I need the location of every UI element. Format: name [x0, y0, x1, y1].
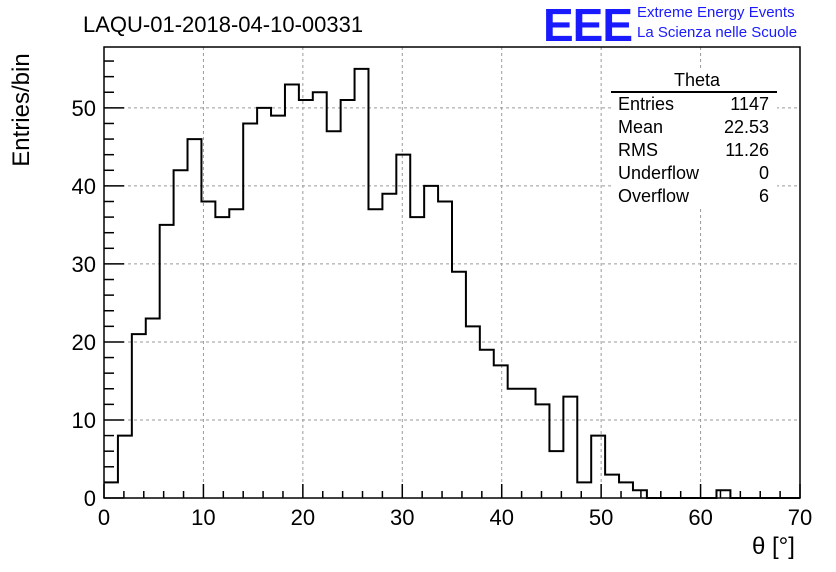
histogram-bin [215, 217, 229, 498]
eee-logo: EEE [543, 0, 633, 51]
histogram-bin [438, 201, 452, 498]
histogram-bin [341, 100, 355, 498]
histogram-bin [494, 365, 508, 498]
histogram-bin [549, 451, 563, 498]
stats-row-rms: RMS 11.26 [611, 139, 777, 162]
histogram-bin [563, 397, 577, 498]
logo-text-line2: La Scienza nelle Scuole [637, 24, 798, 41]
y-tick-label: 50 [72, 96, 96, 121]
x-axis-label: θ [°] [752, 533, 795, 560]
histogram-bin [188, 139, 202, 498]
histogram-bin [480, 350, 494, 498]
histogram-bin [174, 170, 188, 498]
stats-label: Underflow [618, 163, 700, 183]
stats-row-underflow: Underflow 0 [611, 162, 777, 185]
histogram-bin [368, 209, 382, 498]
histogram-bin [257, 108, 271, 498]
x-tick-label: 70 [788, 505, 812, 530]
y-tick-label: 10 [72, 408, 96, 433]
histogram-bin [452, 272, 466, 498]
histogram-bin [410, 217, 424, 498]
stats-box: Theta Entries 1147 Mean 22.53 RMS 11.26 … [611, 70, 777, 208]
histogram-bin [577, 482, 591, 498]
y-tick-label: 40 [72, 174, 96, 199]
histogram-bin [229, 209, 243, 498]
histogram-bin [591, 436, 605, 498]
stats-row-entries: Entries 1147 [611, 93, 777, 116]
x-tick-label: 40 [489, 505, 513, 530]
histogram-bin [104, 482, 118, 498]
histogram-bin [299, 100, 313, 498]
logo-text-line1: Extreme Energy Events [637, 4, 795, 21]
x-tick-label: 60 [688, 505, 712, 530]
plot-frame [103, 46, 801, 499]
histogram-bin [160, 225, 174, 498]
histogram-bin [201, 201, 215, 498]
chart-title: LAQU-01-2018-04-10-00331 [83, 12, 364, 37]
histogram-bin [619, 482, 633, 498]
histogram-bin [633, 490, 647, 498]
histogram-bin [396, 155, 410, 498]
histogram-bin [132, 334, 146, 498]
histogram-bin [271, 116, 285, 498]
y-tick-label: 0 [84, 486, 96, 511]
stats-value: 11.26 [725, 140, 769, 160]
histogram-bin [424, 186, 438, 498]
histogram-bin [522, 389, 536, 498]
y-tick-label: 30 [72, 252, 96, 277]
stats-row-overflow: Overflow 6 [611, 185, 777, 208]
histogram-bin [327, 131, 341, 498]
stats-label: Entries [618, 94, 675, 114]
stats-label: Overflow [618, 186, 690, 206]
y-tick-label: 20 [72, 330, 96, 355]
histogram-line [104, 67, 800, 499]
stats-value: 0 [758, 163, 769, 183]
stats-row-mean: Mean 22.53 [611, 116, 777, 139]
histogram-bin [605, 475, 619, 498]
stats-title: Theta [611, 70, 777, 93]
histogram-bin [146, 319, 160, 498]
x-tick-label: 10 [191, 505, 215, 530]
histogram-bin [536, 404, 550, 498]
histogram-bin [313, 92, 327, 498]
histogram-bin [508, 389, 522, 498]
stats-value: 1147 [730, 94, 769, 114]
stats-value: 22.53 [723, 117, 769, 137]
x-tick-label: 30 [390, 505, 414, 530]
histogram-bin [382, 194, 396, 498]
histogram-bin [285, 84, 299, 498]
stats-value: 6 [758, 186, 769, 206]
histogram-bin [118, 436, 132, 498]
histogram-bin [355, 69, 369, 498]
histogram-bin [716, 490, 730, 498]
stats-label: RMS [618, 140, 658, 160]
x-tick-label: 50 [589, 505, 613, 530]
histogram-bin [466, 326, 480, 498]
histogram-bin [243, 123, 257, 498]
y-axis-label: Entries/bin [8, 53, 35, 167]
stats-label: Mean [618, 117, 664, 137]
x-tick-label: 0 [98, 505, 110, 530]
x-tick-label: 20 [291, 505, 315, 530]
